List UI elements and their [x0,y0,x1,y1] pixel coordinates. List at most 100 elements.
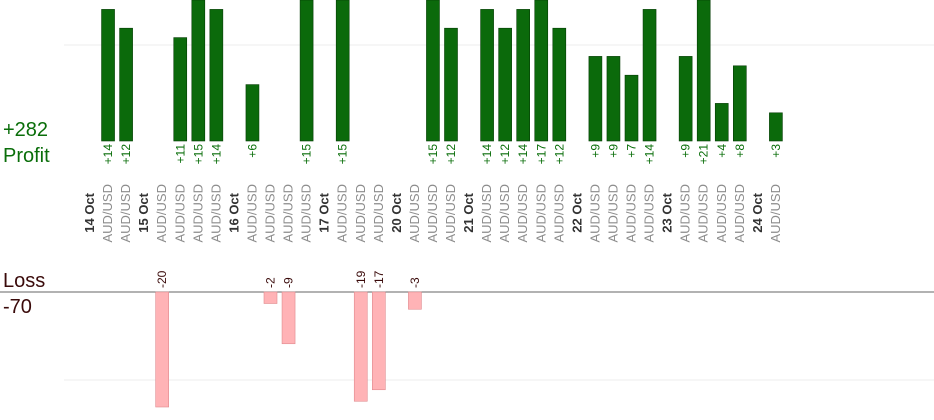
instrument-label: AUD/USD [190,184,205,243]
profit-bar [642,9,657,142]
loss-bar [371,291,386,391]
instrument-label: AUD/USD [371,184,386,243]
profit-bar [498,27,512,142]
date-label: 17 Oct [317,192,332,232]
loss-total: -70 [3,296,32,318]
instrument-label: AUD/USD [263,184,278,243]
profit-value-label: +15 [426,144,440,165]
profit-value-label: +15 [300,144,314,165]
profit-bar [335,0,350,142]
instrument-label: AUD/USD [353,184,368,243]
profit-value-label: +14 [480,144,494,165]
profit-value-label: +21 [697,144,711,165]
profit-value-label: +3 [769,144,783,158]
profit-bar [245,84,260,142]
profit-value-label: +12 [119,144,133,165]
profit-value-label: +11 [173,144,187,164]
date-label: 22 Oct [569,192,584,232]
profit-value-label: +14 [516,144,530,165]
profit-value-label: +6 [245,144,259,158]
loss-value-label: -3 [408,277,422,288]
loss-value-label: -17 [372,270,386,288]
profit-bar [191,0,206,142]
profit-bar [624,74,639,142]
profit-value-label: +7 [625,144,639,158]
instrument-label: AUD/USD [551,184,566,243]
profit-value-label: +14 [101,144,115,165]
profit-value-label: +14 [209,144,223,165]
profit-bar [588,56,603,142]
profit-bar [444,27,458,142]
profit-bar [714,103,729,142]
instrument-label: AUD/USD [281,184,296,243]
date-label: 23 Oct [660,192,675,232]
date-label: 20 Oct [389,192,404,232]
profit-bar [480,9,494,142]
instrument-label: AUD/USD [732,184,747,243]
instrument-label: AUD/USD [605,184,620,243]
instrument-label: AUD/USD [533,184,548,243]
instrument-label: AUD/USD [714,184,729,243]
instrument-label: AUD/USD [443,184,458,243]
loss-value-label: -19 [354,270,368,288]
loss-bar [263,291,278,304]
instrument-label: AUD/USD [479,184,494,243]
profit-bar [678,56,693,142]
date-label: 15 Oct [136,192,151,232]
profit-bar [534,0,549,142]
profit-bar [552,27,567,142]
instrument-label: AUD/USD [678,184,693,243]
instrument-label: AUD/USD [244,184,259,243]
instrument-label: AUD/USD [407,184,422,243]
instrument-label: AUD/USD [587,184,602,243]
date-label: 14 Oct [82,192,97,232]
loss-bar [281,291,296,345]
profit-value-label: +15 [191,144,205,165]
profit-total: +282 [3,119,49,141]
profit-value-label: +17 [534,144,548,165]
loss-bar [353,291,368,402]
loss-bar [408,291,422,310]
profit-value-label: +9 [679,144,693,158]
profit-bar [101,9,115,142]
profit-bar [426,0,440,142]
profit-bar [769,112,783,142]
profit-bar [732,65,747,142]
profit-value-label: +15 [336,144,350,165]
instrument-label: AUD/USD [425,184,440,243]
profit-value-label: +12 [498,144,512,165]
loss-value-label: -9 [282,277,296,288]
profit-bar [119,27,133,142]
profit-value-label: +4 [715,144,729,158]
instrument-label: AUD/USD [335,184,350,243]
profit-bar [696,0,711,142]
loss-value-label: -20 [155,270,169,288]
profit-bar [606,56,621,142]
profit-value-label: +14 [643,144,657,165]
instrument-label: AUD/USD [154,184,169,243]
loss-label: Loss [3,270,46,292]
profit-value-label: +8 [733,144,747,158]
profit-value-label: +12 [444,144,458,165]
profit-label: Profit [3,145,50,167]
date-label: 24 Oct [750,192,765,232]
instrument-label: AUD/USD [515,184,530,243]
instrument-label: AUD/USD [100,184,115,243]
instrument-label: AUD/USD [172,184,187,243]
instrument-label: AUD/USD [118,184,133,243]
instrument-label: AUD/USD [299,184,314,243]
profit-value-label: +9 [606,144,620,158]
profit-bar [516,9,531,142]
profit-bar [173,37,188,142]
date-label: 16 Oct [226,192,241,232]
profit-bar [209,9,224,142]
instrument-label: AUD/USD [208,184,223,243]
instrument-label: AUD/USD [696,184,711,243]
profit-value-label: +9 [588,144,602,158]
instrument-label: AUD/USD [497,184,512,243]
instrument-label: AUD/USD [768,184,783,243]
loss-bar [155,291,169,408]
profit-value-label: +12 [552,144,566,165]
profit-bar [299,0,314,142]
